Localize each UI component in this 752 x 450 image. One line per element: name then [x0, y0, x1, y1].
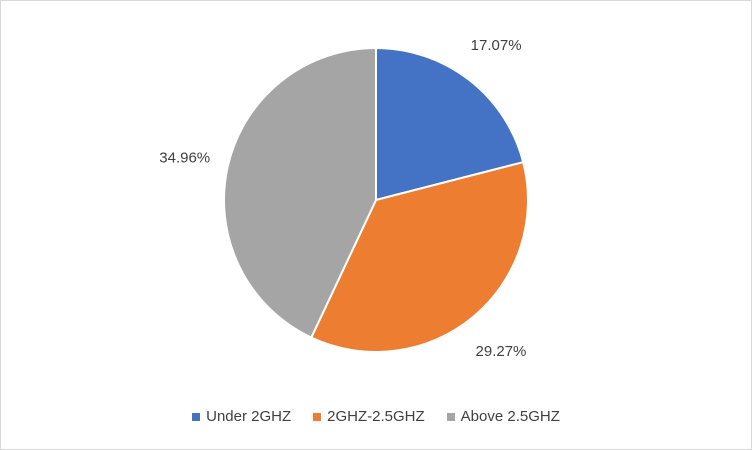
pie-slice-under-2ghz [375, 46, 525, 202]
data-label-2ghz-2-5ghz: 29.27% [476, 343, 527, 360]
legend-swatch-above-2-5ghz [446, 412, 455, 421]
legend-item-under-2ghz: Under 2GHZ [192, 408, 291, 425]
legend-item-2ghz-2-5ghz: 2GHZ-2.5GHZ [313, 408, 425, 425]
legend-label-under-2ghz: Under 2GHZ [206, 408, 292, 425]
pie-slice-above-2-5ghz [223, 46, 377, 339]
legend-swatch-under-2ghz [192, 412, 201, 421]
data-label-above-2-5ghz: 34.96% [159, 149, 210, 166]
data-label-under-2ghz: 17.07% [471, 37, 522, 54]
legend-label-above-2-5ghz: Above 2.5GHZ [460, 408, 560, 425]
legend-swatch-2ghz-2-5ghz [313, 412, 322, 421]
legend-item-above-2-5ghz: Above 2.5GHZ [446, 408, 560, 425]
legend: Under 2GHZ 2GHZ-2.5GHZ Above 2.5GHZ [0, 408, 752, 425]
legend-label-2ghz-2-5ghz: 2GHZ-2.5GHZ [327, 408, 425, 425]
pie-slice-2ghz-2-5ghz [309, 160, 529, 353]
